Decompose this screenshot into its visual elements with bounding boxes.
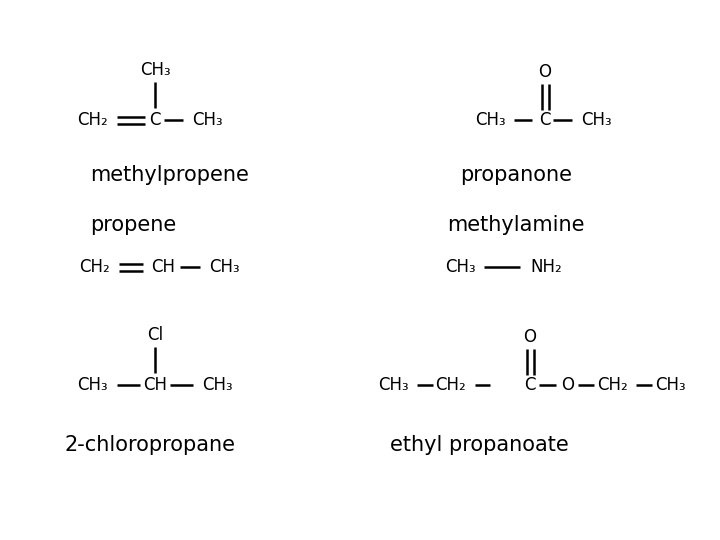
Text: CH₃: CH₃ bbox=[209, 258, 239, 276]
Text: CH₂: CH₂ bbox=[80, 258, 110, 276]
Text: CH: CH bbox=[143, 376, 167, 394]
Text: CH₂: CH₂ bbox=[436, 376, 467, 394]
Text: CH₂: CH₂ bbox=[78, 111, 109, 129]
Text: C: C bbox=[149, 111, 161, 129]
Text: 2-chloropropane: 2-chloropropane bbox=[65, 435, 236, 455]
Text: CH: CH bbox=[151, 258, 175, 276]
Text: CH₃: CH₃ bbox=[378, 376, 408, 394]
Text: O: O bbox=[523, 328, 536, 346]
Text: methylamine: methylamine bbox=[447, 215, 585, 235]
Text: CH₃: CH₃ bbox=[445, 258, 475, 276]
Text: propanone: propanone bbox=[460, 165, 572, 185]
Text: C: C bbox=[539, 111, 551, 129]
Text: C: C bbox=[524, 376, 536, 394]
Text: methylpropene: methylpropene bbox=[90, 165, 249, 185]
Text: CH₃: CH₃ bbox=[202, 376, 233, 394]
Text: CH₃: CH₃ bbox=[474, 111, 505, 129]
Text: CH₃: CH₃ bbox=[581, 111, 611, 129]
Text: propene: propene bbox=[90, 215, 176, 235]
Text: CH₂: CH₂ bbox=[597, 376, 627, 394]
Text: Cl: Cl bbox=[147, 326, 163, 344]
Text: O: O bbox=[562, 376, 575, 394]
Text: NH₂: NH₂ bbox=[530, 258, 562, 276]
Text: ethyl propanoate: ethyl propanoate bbox=[390, 435, 569, 455]
Text: CH₃: CH₃ bbox=[77, 376, 107, 394]
Text: CH₃: CH₃ bbox=[654, 376, 685, 394]
Text: CH₃: CH₃ bbox=[192, 111, 222, 129]
Text: CH₃: CH₃ bbox=[140, 61, 171, 79]
Text: O: O bbox=[539, 63, 552, 81]
